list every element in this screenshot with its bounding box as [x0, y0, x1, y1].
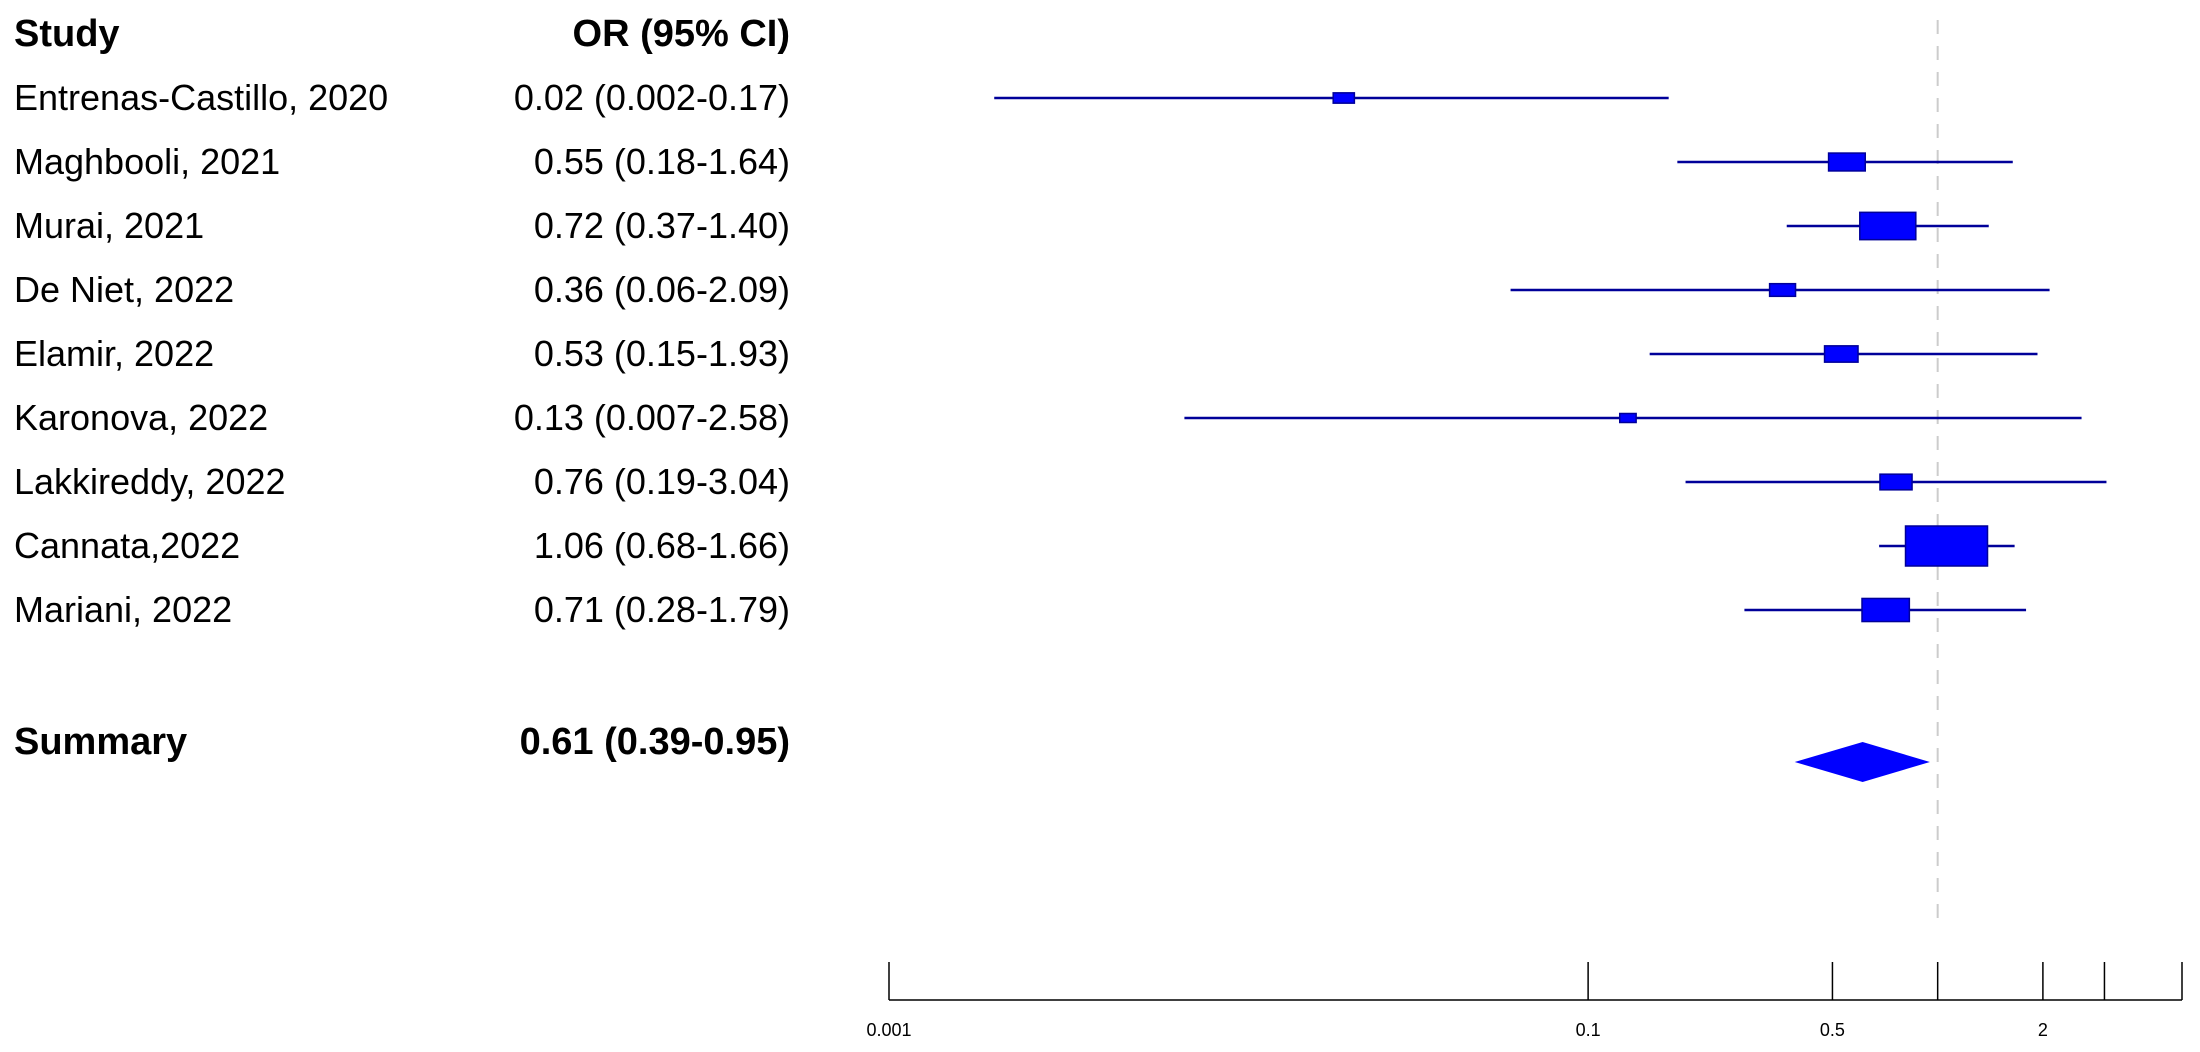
study-label: Entrenas-Castillo, 2020 — [14, 77, 388, 118]
x-axis: 0.001 0.1 0.5 2 — [866, 962, 2183, 1040]
header-or-ci: OR (95% CI) — [573, 13, 790, 55]
x-tick-label: 0.1 — [1576, 1020, 1601, 1040]
x-tick-label: 0.5 — [1820, 1020, 1845, 1040]
summary-or-ci: 0.61 (0.39-0.95) — [520, 721, 790, 763]
study-or-ci: 1.06 (0.68-1.66) — [534, 525, 790, 566]
study-row: Lakkireddy, 2022 0.76 (0.19-3.04) — [14, 461, 2107, 502]
header-study: Study — [14, 13, 120, 55]
study-row: Mariani, 2022 0.71 (0.28-1.79) — [14, 589, 2027, 630]
x-tick-label: 2 — [2038, 1020, 2048, 1040]
x-tick-label: 0.001 — [866, 1020, 911, 1040]
study-row: Karonova, 2022 0.13 (0.007-2.58) — [14, 397, 2082, 438]
study-row: Cannata,2022 1.06 (0.68-1.66) — [14, 525, 2015, 567]
study-row: Murai, 2021 0.72 (0.37-1.40) — [14, 205, 1989, 246]
study-row: Maghbooli, 2021 0.55 (0.18-1.64) — [14, 141, 2013, 182]
point-estimate-box — [1904, 525, 1989, 567]
point-estimate-box — [1823, 345, 1859, 363]
point-estimate-box — [1859, 211, 1917, 241]
study-label: Lakkireddy, 2022 — [14, 461, 286, 502]
study-row: Entrenas-Castillo, 2020 0.02 (0.002-0.17) — [14, 77, 1669, 118]
study-or-ci: 0.72 (0.37-1.40) — [534, 205, 790, 246]
point-estimate-box — [1768, 282, 1797, 298]
summary-diamond — [1794, 742, 1930, 782]
study-or-ci: 0.02 (0.002-0.17) — [514, 77, 790, 118]
study-row: Elamir, 2022 0.53 (0.15-1.93) — [14, 333, 2038, 374]
summary-row: Summary 0.61 (0.39-0.95) — [14, 721, 1930, 782]
point-estimate-box — [1618, 412, 1637, 424]
study-or-ci: 0.36 (0.06-2.09) — [534, 269, 790, 310]
study-rows: Entrenas-Castillo, 2020 0.02 (0.002-0.17)… — [14, 77, 2107, 630]
study-or-ci: 0.55 (0.18-1.64) — [534, 141, 790, 182]
study-or-ci: 0.13 (0.007-2.58) — [514, 397, 790, 438]
study-label: Elamir, 2022 — [14, 333, 214, 374]
point-estimate-box — [1332, 92, 1356, 104]
study-label: De Niet, 2022 — [14, 269, 234, 310]
study-label: Karonova, 2022 — [14, 397, 268, 438]
study-or-ci: 0.53 (0.15-1.93) — [534, 333, 790, 374]
study-or-ci: 0.71 (0.28-1.79) — [534, 589, 790, 630]
study-label: Murai, 2021 — [14, 205, 204, 246]
study-label: Mariani, 2022 — [14, 589, 232, 630]
study-label: Maghbooli, 2021 — [14, 141, 280, 182]
summary-label: Summary — [14, 721, 187, 763]
point-estimate-box — [1827, 152, 1866, 172]
point-estimate-box — [1861, 597, 1911, 623]
point-estimate-box — [1879, 473, 1913, 491]
study-row: De Niet, 2022 0.36 (0.06-2.09) — [14, 269, 2050, 310]
study-label: Cannata,2022 — [14, 525, 240, 566]
study-or-ci: 0.76 (0.19-3.04) — [534, 461, 790, 502]
